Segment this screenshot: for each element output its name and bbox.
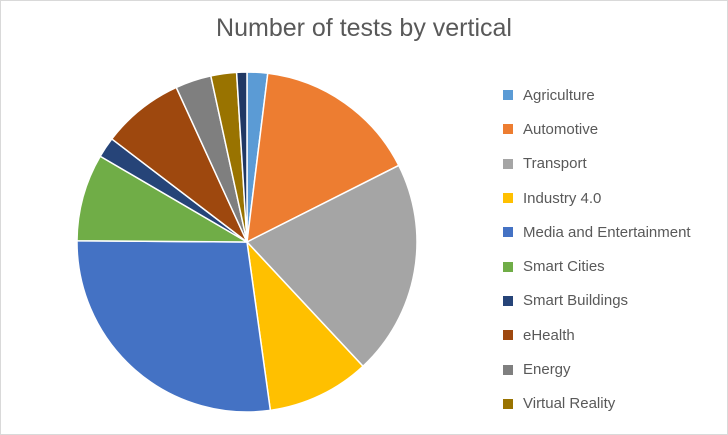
legend-item-media-and-entertainment: Media and Entertainment <box>503 215 691 249</box>
legend-swatch <box>503 193 513 204</box>
legend-swatch <box>503 261 513 272</box>
legend-label: Smart Buildings <box>523 292 629 310</box>
legend-item-energy: Energy <box>503 352 691 386</box>
legend-label: Industry 4.0 <box>523 189 602 207</box>
legend-label: Energy <box>523 361 571 379</box>
legend-item-virtual-reality: Virtual Reality <box>503 387 691 421</box>
legend-swatch <box>503 90 513 101</box>
pie-slice-transport <box>246 164 418 368</box>
legend-item-ehealth: eHealth <box>503 318 691 352</box>
pie-slice-smart-cities <box>76 155 248 243</box>
legend-swatch <box>503 330 513 341</box>
pie-slice-media-and-entertainment <box>76 239 272 413</box>
legend-label: Smart Cities <box>523 258 605 276</box>
legend-item-automotive: Automotive <box>503 112 691 146</box>
legend-swatch <box>503 158 513 169</box>
legend-item-industry-4-0: Industry 4.0 <box>503 181 691 215</box>
legend-label: eHealth <box>523 326 575 344</box>
legend-swatch <box>503 398 513 409</box>
pie-slice-other-10 <box>235 71 248 243</box>
legend-label: Media and Entertainment <box>523 223 691 241</box>
legend-label: Agriculture <box>523 86 595 104</box>
chart-legend: Agriculture Automotive Transport Industry 4… <box>503 78 691 421</box>
legend-item-smart-cities: Smart Cities <box>503 249 691 283</box>
legend-swatch <box>503 364 513 375</box>
chart-title: Number of tests by vertical <box>216 14 512 42</box>
legend-item-agriculture: Agriculture <box>503 78 691 112</box>
legend-label: Virtual Reality <box>523 395 616 413</box>
legend-item-smart-buildings: Smart Buildings <box>503 284 691 318</box>
legend-swatch <box>503 227 513 238</box>
legend-label: Transport <box>523 155 587 173</box>
legend-item-transport: Transport <box>503 147 691 181</box>
pie-slice-automotive <box>246 72 400 243</box>
legend-label: Automotive <box>523 120 599 138</box>
legend-swatch <box>503 295 513 306</box>
legend-swatch <box>503 124 513 135</box>
pie-slice-industry-4-0 <box>246 241 364 412</box>
